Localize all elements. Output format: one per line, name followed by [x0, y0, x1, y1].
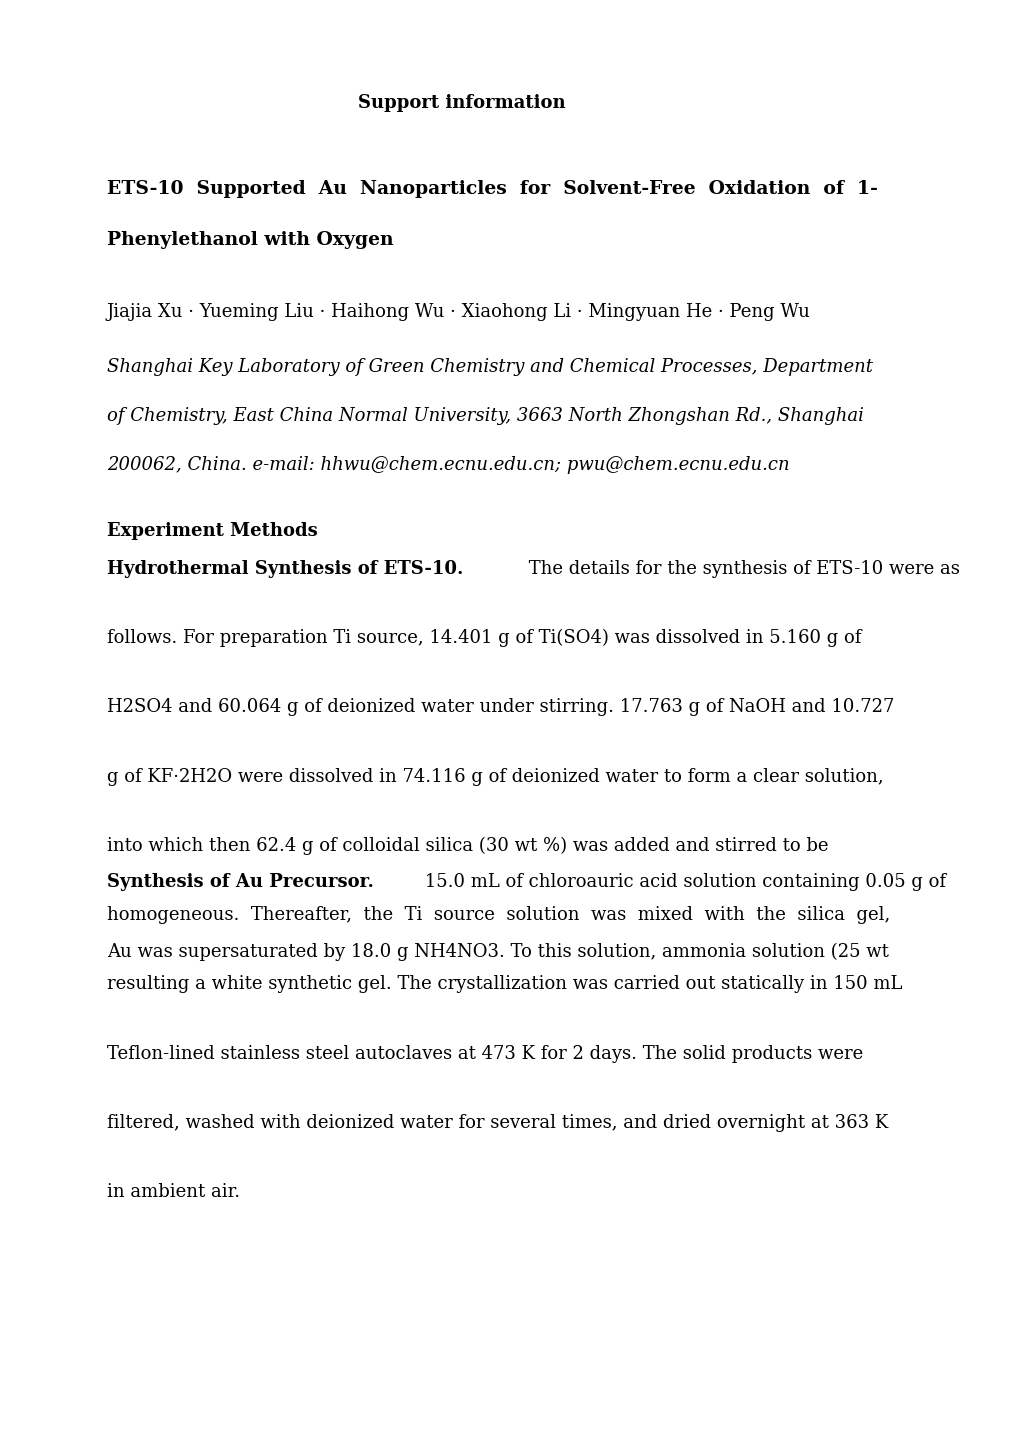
Text: 200062, China. e-mail: hhwu@chem.ecnu.edu.cn; pwu@chem.ecnu.edu.cn: 200062, China. e-mail: hhwu@chem.ecnu.ed…: [107, 456, 789, 473]
Text: Shanghai Key Laboratory of Green Chemistry and Chemical Processes, Department: Shanghai Key Laboratory of Green Chemist…: [107, 358, 872, 375]
Text: of Chemistry, East China Normal University, 3663 North Zhongshan Rd., Shanghai: of Chemistry, East China Normal Universi…: [107, 407, 863, 424]
Text: Synthesis of Au Precursor.: Synthesis of Au Precursor.: [107, 873, 373, 890]
Text: in ambient air.: in ambient air.: [107, 1183, 239, 1201]
Text: Phenylethanol with Oxygen: Phenylethanol with Oxygen: [107, 231, 393, 248]
Text: The details for the synthesis of ETS-10 were as: The details for the synthesis of ETS-10 …: [523, 560, 959, 577]
Text: H2SO4 and 60.064 g of deionized water under stirring. 17.763 g of NaOH and 10.72: H2SO4 and 60.064 g of deionized water un…: [107, 698, 894, 716]
Text: Au was supersaturated by 18.0 g NH4NO3. To this solution, ammonia solution (25 w: Au was supersaturated by 18.0 g NH4NO3. …: [107, 942, 888, 961]
Text: Teflon-lined stainless steel autoclaves at 473 K for 2 days. The solid products : Teflon-lined stainless steel autoclaves …: [107, 1045, 862, 1062]
Text: Experiment Methods: Experiment Methods: [107, 522, 317, 540]
Text: Jiajia Xu · Yueming Liu · Haihong Wu · Xiaohong Li · Mingyuan He · Peng Wu: Jiajia Xu · Yueming Liu · Haihong Wu · X…: [107, 303, 810, 320]
Text: 15.0 mL of chloroauric acid solution containing 0.05 g of: 15.0 mL of chloroauric acid solution con…: [418, 873, 945, 890]
Text: g of KF·2H2O were dissolved in 74.116 g of deionized water to form a clear solut: g of KF·2H2O were dissolved in 74.116 g …: [107, 768, 882, 785]
Text: filtered, washed with deionized water for several times, and dried overnight at : filtered, washed with deionized water fo…: [107, 1114, 888, 1131]
Text: resulting a white synthetic gel. The crystallization was carried out statically : resulting a white synthetic gel. The cry…: [107, 975, 902, 993]
Text: homogeneous.  Thereafter,  the  Ti  source  solution  was  mixed  with  the  sil: homogeneous. Thereafter, the Ti source s…: [107, 906, 890, 924]
Text: follows. For preparation Ti source, 14.401 g of Ti(SO4) was dissolved in 5.160 g: follows. For preparation Ti source, 14.4…: [107, 629, 860, 648]
Text: Hydrothermal Synthesis of ETS-10.: Hydrothermal Synthesis of ETS-10.: [107, 560, 463, 577]
Text: into which then 62.4 g of colloidal silica (30 wt %) was added and stirred to be: into which then 62.4 g of colloidal sili…: [107, 837, 827, 856]
Text: Support information: Support information: [358, 94, 566, 111]
Text: ETS-10  Supported  Au  Nanoparticles  for  Solvent-Free  Oxidation  of  1-: ETS-10 Supported Au Nanoparticles for So…: [107, 180, 877, 198]
